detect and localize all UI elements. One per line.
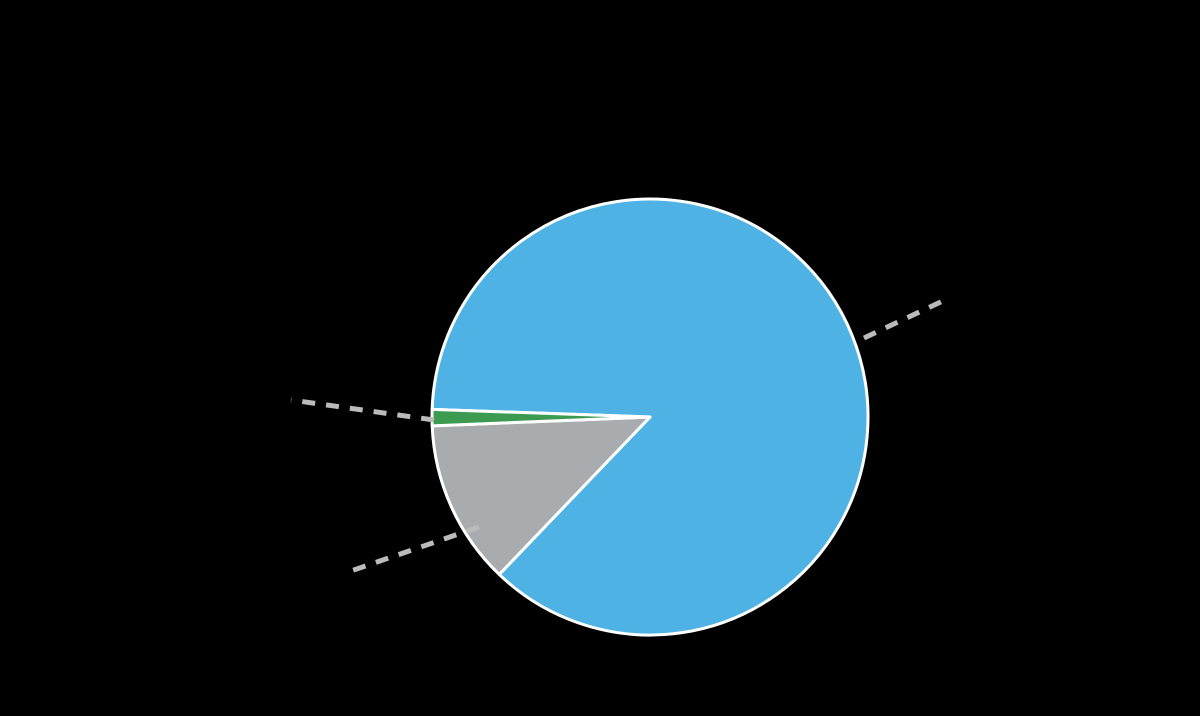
- leader-lines: [290, 296, 949, 576]
- pie-slice-gray[interactable]: [430, 415, 652, 576]
- leader-line-top-right: [862, 296, 949, 341]
- leader-line-left: [290, 397, 435, 423]
- pie-slices: [430, 197, 870, 637]
